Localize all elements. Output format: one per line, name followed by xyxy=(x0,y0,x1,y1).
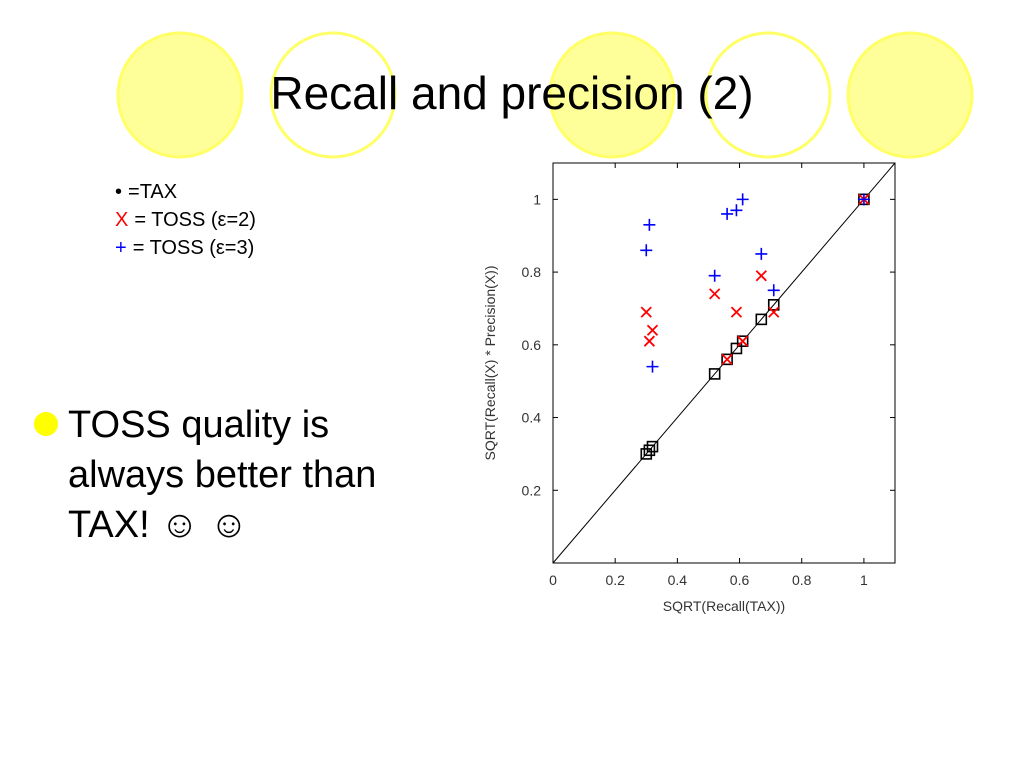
legend-symbol-tax: • xyxy=(115,181,123,203)
x-tick-label: 0.2 xyxy=(605,572,625,588)
toss-eps3-point xyxy=(730,204,743,217)
y-tick-label: 1 xyxy=(533,191,541,207)
legend-text-tax: =TAX xyxy=(128,181,178,203)
toss-eps2-point xyxy=(643,335,656,347)
tax-point xyxy=(721,353,733,366)
tax-point xyxy=(730,342,743,355)
toss-eps3-point xyxy=(643,218,656,231)
toss-eps2-point xyxy=(730,306,743,318)
x-tick-label: 1 xyxy=(860,572,868,588)
toss-eps3-point xyxy=(708,269,721,282)
toss-eps2-point xyxy=(737,335,749,347)
slide-title: Recall and precision (2) xyxy=(270,67,754,119)
bullet-dot-icon xyxy=(34,412,58,436)
decor-circle-5 xyxy=(846,31,974,159)
toss-eps3-point xyxy=(721,207,734,220)
plot-frame xyxy=(552,162,896,564)
x-tick-label: 0.6 xyxy=(730,572,750,588)
toss-eps2-point xyxy=(755,270,767,282)
toss-eps3-point xyxy=(755,247,768,260)
bullet-line-3: TAX! ☺ ☺ xyxy=(68,504,249,546)
x-tick-label: 0 xyxy=(549,572,557,588)
legend-text-toss-3: = TOSS (ε=3) xyxy=(132,237,255,259)
toss-eps2-point xyxy=(768,306,780,318)
tax-point xyxy=(640,448,653,460)
toss-eps2-point xyxy=(721,353,733,366)
toss-eps2-point xyxy=(640,306,652,318)
tax-point xyxy=(736,335,749,347)
toss-eps3-point xyxy=(857,193,870,206)
x-tick-label: 0.8 xyxy=(792,572,812,588)
tax-point xyxy=(767,299,780,311)
tax-point xyxy=(755,313,768,326)
legend-row-tax: • =TAX xyxy=(115,178,256,206)
decor-circle-2 xyxy=(269,31,397,159)
legend-symbol-toss-3: + xyxy=(115,237,127,259)
y-tick-label: 0.8 xyxy=(522,264,542,280)
legend-text-toss-2: = TOSS (ε=2) xyxy=(134,209,256,231)
toss-eps3-point xyxy=(646,360,659,373)
bullet-text: TOSS quality is always better than TAX! … xyxy=(68,400,452,550)
bullet-line-1: TOSS quality is xyxy=(68,404,330,446)
legend-row-toss-3: + = TOSS (ε=3) xyxy=(115,234,256,262)
bullet-point: TOSS quality is always better than TAX! … xyxy=(32,400,452,550)
x-axis-label: SQRT(Recall(TAX)) xyxy=(663,598,785,614)
x-tick-label: 0.4 xyxy=(668,572,688,588)
toss-eps3-point xyxy=(767,284,780,297)
bullet-line-2: always better than xyxy=(68,454,377,496)
scatter-chart: 0 0.2 0.4 0.6 0.8 1 0.2 0.4 0.6 0.8 1 SQRT(Recall(T… xyxy=(482,162,896,614)
decor-circle-3 xyxy=(548,31,676,159)
toss-eps2-point xyxy=(646,324,659,336)
tax-point xyxy=(643,444,656,457)
marker-legend: • =TAX X = TOSS (ε=2) + = TOSS (ε=3) xyxy=(115,178,256,262)
decor-circle-4 xyxy=(704,31,832,159)
toss-eps3-point xyxy=(640,244,653,257)
tax-point xyxy=(646,440,659,453)
y-axis-label: SQRT(Recall(X) * Precision(X)) xyxy=(482,266,498,461)
decor-circle-1 xyxy=(116,31,244,159)
y-tick-label: 0.6 xyxy=(522,337,542,353)
legend-row-toss-2: X = TOSS (ε=2) xyxy=(115,206,256,234)
toss-eps2-point xyxy=(709,288,721,300)
y-tick-label: 0.2 xyxy=(522,482,542,498)
toss-eps3-point xyxy=(736,193,749,206)
y-tick-label: 0.4 xyxy=(522,410,542,426)
legend-symbol-toss-2: X xyxy=(115,209,129,231)
tax-point xyxy=(708,368,721,380)
